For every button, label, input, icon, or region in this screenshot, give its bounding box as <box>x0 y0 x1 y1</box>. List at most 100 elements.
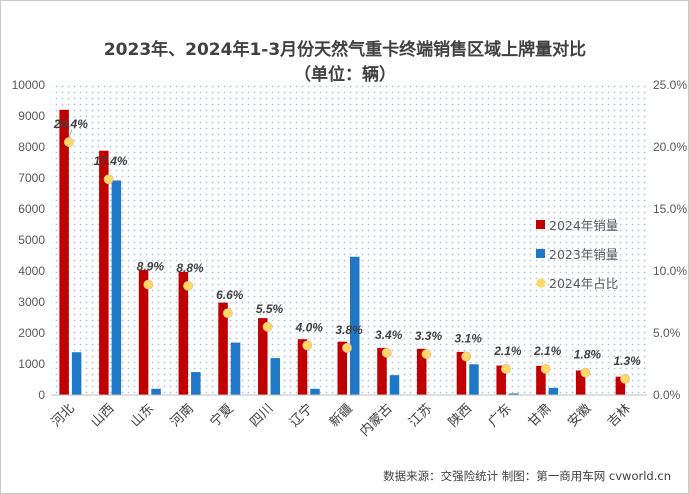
share-marker-10 <box>461 351 472 362</box>
share-marker-14 <box>620 373 631 384</box>
y-tick-label: 0 <box>38 388 45 402</box>
share-marker-5 <box>262 321 273 332</box>
share-markers: 20.4% 17.4% 8.9% 8.8% 6.6% 5.5% 4.0% 3.8% 3.4% 3.… <box>53 117 641 384</box>
bar-2023-6 <box>310 388 320 395</box>
legend-label-2: 2024年占比 <box>549 276 618 291</box>
x-tick-label: 内蒙古 <box>357 401 396 440</box>
bar-2024-4 <box>218 302 228 395</box>
share-label-14: 1.3% <box>613 354 641 368</box>
x-tick-label: 山东 <box>128 401 157 430</box>
bars <box>59 109 626 396</box>
y-tick-label: 4000 <box>18 264 45 278</box>
share-marker-0 <box>63 137 74 147</box>
bar-2023-1 <box>111 180 122 395</box>
y-tick-label: 5000 <box>18 233 45 247</box>
y2-tick-label: 20.0% <box>653 140 687 154</box>
bar-2023-5 <box>270 358 281 395</box>
share-marker-4 <box>222 308 233 319</box>
bar-2024-14 <box>615 376 626 395</box>
share-label-13: 1.8% <box>574 348 602 362</box>
bar-2024-11 <box>496 365 506 395</box>
x-tick-label: 甘肃 <box>525 401 554 430</box>
y-axis-left: 0 1000 2000 3000 4000 5000 6000 7000 8000 9000 100… <box>12 78 46 402</box>
leader-line <box>68 129 73 139</box>
legend-label-0: 2024年销量 <box>549 218 618 233</box>
x-tick-label: 安徽 <box>565 401 594 430</box>
bar-2023-3 <box>191 372 201 395</box>
x-tick-label: 陕西 <box>446 401 475 430</box>
y-tick-label: 10000 <box>12 78 46 92</box>
y2-tick-label: 25.0% <box>653 78 687 92</box>
bar-2023-7 <box>350 256 360 395</box>
x-tick-label: 四川 <box>247 401 276 430</box>
bar-2024-6 <box>297 339 308 395</box>
share-label-5: 5.5% <box>256 302 284 316</box>
legend: 2024年销量 2023年销量 2024年占比 <box>536 218 618 291</box>
x-tick-label: 广东 <box>486 401 515 430</box>
share-label-11: 2.1% <box>493 344 522 358</box>
bar-2024-0 <box>59 109 69 396</box>
share-marker-11 <box>501 364 511 374</box>
share-label-7: 3.8% <box>335 323 363 337</box>
share-label-10: 3.1% <box>455 332 483 346</box>
legend-label-1: 2023年销量 <box>549 247 618 262</box>
legend-swatch-0 <box>536 220 545 229</box>
bar-2024-13 <box>575 370 586 395</box>
bar-2023-12 <box>548 387 559 395</box>
source-footer: 数据来源：交强险统计 制图：第一商用车网 cvworld.cn <box>383 469 671 483</box>
share-label-9: 3.3% <box>415 329 443 343</box>
share-marker-6 <box>302 340 313 351</box>
bar-2023-0 <box>71 352 82 395</box>
x-tick-label: 吉林 <box>605 401 634 430</box>
bar-2023-2 <box>151 388 161 395</box>
share-label-0: 20.4% <box>53 117 88 131</box>
share-label-3: 8.8% <box>176 261 204 275</box>
share-marker-3 <box>183 280 193 291</box>
y-tick-label: 7000 <box>18 171 45 185</box>
x-tick-label: 山西 <box>88 401 117 430</box>
bar-2024-1 <box>99 150 109 395</box>
y-tick-label: 6000 <box>18 202 45 216</box>
y-tick-label: 3000 <box>18 295 45 309</box>
share-marker-9 <box>421 349 432 359</box>
legend-swatch-1 <box>536 249 545 258</box>
y-tick-label: 8000 <box>18 140 45 154</box>
bar-2023-8 <box>389 375 400 395</box>
plot-area <box>51 85 647 395</box>
bar-2024-9 <box>416 348 427 395</box>
bar-2024-12 <box>536 365 546 395</box>
share-marker-1 <box>103 174 114 185</box>
bar-2023-10 <box>469 364 479 395</box>
share-label-2: 8.9% <box>137 260 165 274</box>
share-label-12: 2.1% <box>533 344 562 358</box>
x-tick-label: 新疆 <box>326 401 356 431</box>
chart-subtitle: （单位：辆） <box>294 64 396 85</box>
x-tick-label: 河南 <box>167 401 197 431</box>
share-marker-12 <box>540 364 551 374</box>
bar-2024-2 <box>138 270 149 395</box>
share-marker-13 <box>580 367 591 378</box>
x-tick-label: 江苏 <box>406 401 436 431</box>
share-label-8: 3.4% <box>375 328 403 342</box>
bar-2024-7 <box>337 341 347 395</box>
bar-2023-11 <box>508 393 519 395</box>
bar-2024-10 <box>456 351 467 395</box>
y2-tick-label: 15.0% <box>653 202 687 216</box>
bar-2023-4 <box>230 342 241 395</box>
x-tick-label: 河北 <box>49 401 78 430</box>
bar-2024-5 <box>258 318 268 395</box>
share-marker-7 <box>342 342 352 353</box>
share-marker-8 <box>381 347 392 358</box>
y-tick-label: 9000 <box>18 109 45 123</box>
y2-tick-label: 5.0% <box>653 326 681 340</box>
y2-tick-label: 0.0% <box>653 388 681 402</box>
bar-2024-3 <box>178 271 189 395</box>
share-label-6: 4.0% <box>295 320 324 334</box>
y-tick-label: 1000 <box>18 357 45 371</box>
legend-swatch-2 <box>536 278 546 288</box>
y-tick-label: 2000 <box>18 326 45 340</box>
x-tick-label: 宁夏 <box>207 401 237 431</box>
share-label-4: 6.6% <box>216 288 244 302</box>
